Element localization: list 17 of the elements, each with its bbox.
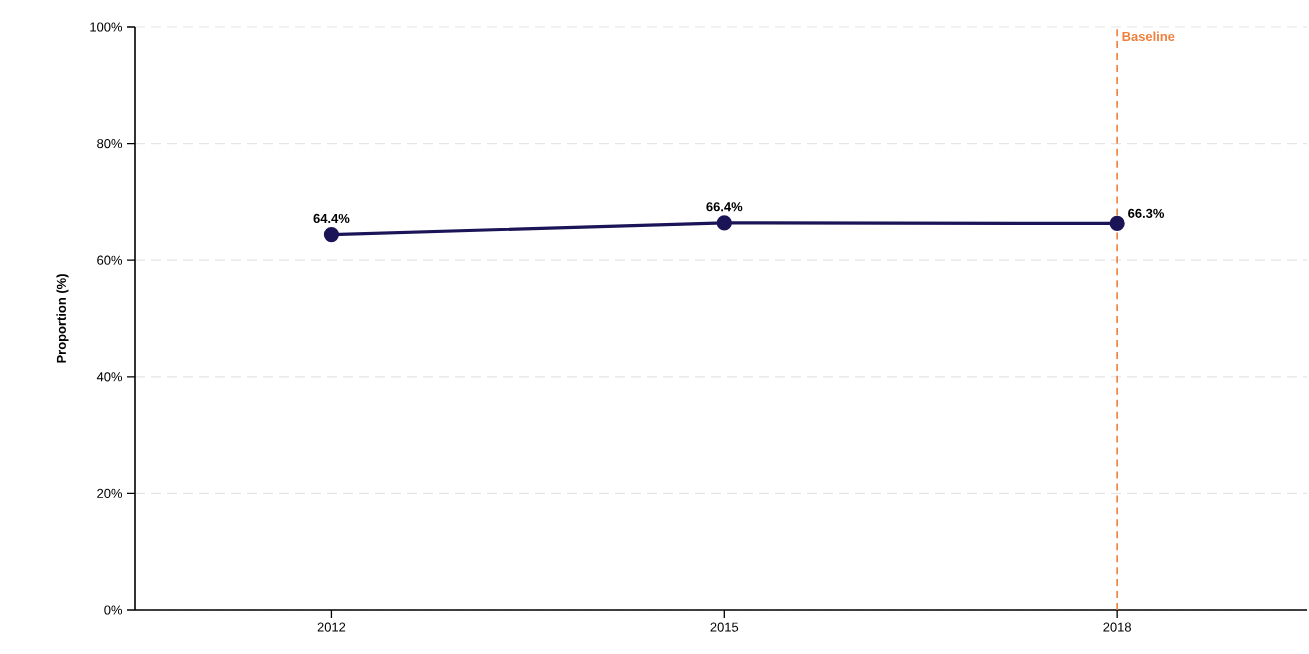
y-tick-label: 80%: [97, 139, 123, 149]
y-tick-label: 100%: [90, 22, 123, 32]
x-tick-label: 2018: [1103, 622, 1131, 632]
data-label: 66.4%: [706, 202, 743, 212]
data-label: 66.3%: [1128, 208, 1165, 218]
x-tick-label: 2012: [317, 622, 346, 632]
y-axis-title: Proportion (%): [56, 274, 69, 363]
data-label: 64.4%: [313, 213, 350, 224]
y-tick-label: 40%: [96, 372, 123, 382]
ref-line-label: Baseline: [1122, 31, 1175, 42]
point: [323, 226, 340, 243]
y-tick-label: 60%: [97, 255, 123, 265]
point: [1109, 215, 1125, 232]
y-tick-label: 20%: [97, 488, 123, 498]
y-tick-label: 0%: [104, 605, 123, 615]
x-tick-label: 2015: [710, 622, 739, 632]
point: [716, 215, 732, 231]
